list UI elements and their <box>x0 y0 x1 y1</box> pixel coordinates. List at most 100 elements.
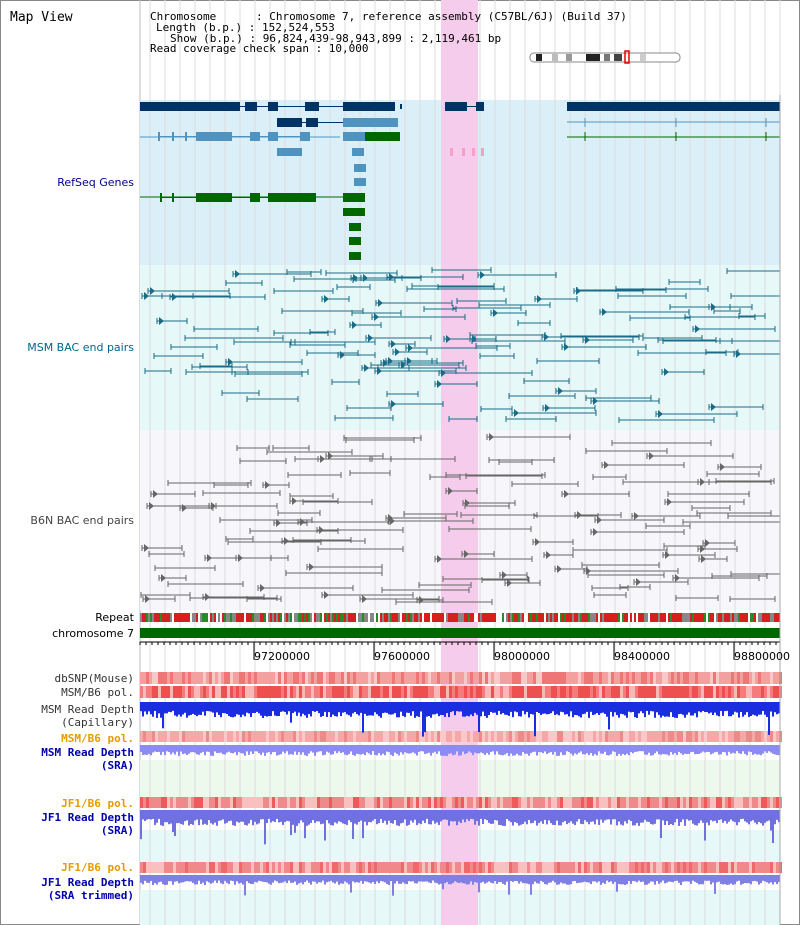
repeat-mark <box>642 613 644 622</box>
jf1-pol2-heat <box>437 862 440 873</box>
track-label-jf1-depth-trimmed[interactable]: JF1 Read Depth <box>41 876 134 889</box>
msm-pol2-heat <box>440 731 443 742</box>
repeat-mark <box>170 613 172 622</box>
msm-pol-heat <box>401 686 404 698</box>
msm-bac-pair-arrow <box>391 340 396 348</box>
msm-pol2-heat <box>617 731 620 742</box>
b6n-bac-pair-arrow <box>465 499 470 507</box>
track-label-dbsnp[interactable]: dbSNP(Mouse) <box>54 672 134 685</box>
track-label-refseq[interactable]: RefSeq Genes <box>57 176 134 189</box>
msm-pol-heat <box>515 686 518 698</box>
jf1-pol-heat <box>677 797 680 808</box>
msm-pol-heat <box>170 686 173 698</box>
jf1-depth-trimmed <box>672 875 674 883</box>
repeat-mark <box>748 613 750 622</box>
repeat-mark <box>374 613 376 622</box>
track-label-msm-b6-pol-2[interactable]: MSM/B6 pol. <box>61 732 134 745</box>
repeat-mark <box>142 613 144 622</box>
repeat-mark <box>484 613 486 622</box>
jf1-depth-sra <box>606 810 608 820</box>
jf1-pol2-heat <box>641 862 644 873</box>
repeat-mark <box>188 613 190 622</box>
jf1-depth-trimmed <box>400 875 402 884</box>
jf1-pol-heat <box>707 797 710 808</box>
repeat-mark <box>318 613 320 622</box>
msm-depth-capillary <box>582 702 584 715</box>
track-label-msm-depth-capillary[interactable]: MSM Read Depth <box>41 703 134 716</box>
msm-pol-heat <box>527 686 530 698</box>
track-label-jf1-pol[interactable]: JF1/B6 pol. <box>61 797 134 810</box>
jf1-depth-sra <box>466 810 468 820</box>
track-label-b6n-bac[interactable]: B6N BAC end pairs <box>30 514 134 527</box>
track-label-msm-depth-sra[interactable]: MSM Read Depth <box>41 746 134 759</box>
msm-pol-heat <box>767 686 770 698</box>
msm-pol2-heat <box>161 731 164 742</box>
msm-pol2-heat <box>764 731 767 742</box>
dbsnp-heat <box>176 672 179 684</box>
repeat-mark <box>206 613 208 622</box>
msm-depth-capillary <box>668 702 670 717</box>
jf1-depth-sra <box>330 810 332 826</box>
jf1-depth-trimmed <box>728 875 730 885</box>
jf1-pol2-heat <box>302 862 305 873</box>
msm-depth-sra <box>402 745 404 755</box>
dbsnp-heat <box>497 672 500 684</box>
dbsnp-heat <box>221 672 224 684</box>
msm-depth-sra <box>662 745 664 755</box>
track-label-jf1-depth-sra[interactable]: JF1 Read Depth <box>41 811 134 824</box>
dbsnp-heat <box>194 672 197 684</box>
jf1-pol-heat <box>188 797 191 808</box>
dbsnp-heat <box>488 672 491 684</box>
jf1-pol-heat <box>464 797 467 808</box>
jf1-pol-heat <box>599 797 602 808</box>
jf1-pol-heat <box>218 797 221 808</box>
jf1-depth-sra <box>698 810 700 824</box>
msm-bac-pair-arrow <box>545 404 550 412</box>
jf1-pol-heat <box>371 797 374 808</box>
jf1-depth-sra <box>542 810 544 824</box>
msm-depth-sra <box>564 745 566 755</box>
msm-depth-capillary <box>656 702 658 713</box>
jf1-pol2-heat <box>707 862 710 873</box>
track-label-repeat[interactable]: Repeat <box>95 611 134 624</box>
track-label-jf1-pol-2[interactable]: JF1/B6 pol. <box>61 861 134 874</box>
jf1-depth-sra <box>764 810 766 823</box>
track-label-msm-bac[interactable]: MSM BAC end pairs <box>27 341 134 354</box>
msm-depth-sra <box>166 745 168 752</box>
jf1-depth-sra <box>728 810 730 822</box>
jf1-pol2-heat <box>533 862 536 873</box>
repeat-mark <box>274 613 276 622</box>
msm-pol-heat <box>242 686 245 698</box>
jf1-pol2-heat <box>683 862 686 873</box>
msm-depth-capillary <box>338 702 340 713</box>
track-label-msm-b6-pol[interactable]: MSM/B6 pol. <box>61 686 134 699</box>
msm-depth-sra <box>464 745 466 755</box>
dbsnp-heat <box>728 672 731 684</box>
b6n-bac-pair-arrow <box>448 487 453 495</box>
dbsnp-heat <box>383 672 386 684</box>
msm-pol2-heat <box>524 731 527 742</box>
jf1-depth-sra <box>310 810 312 823</box>
jf1-pol-heat <box>500 797 503 808</box>
msm-pol-heat <box>599 686 602 698</box>
jf1-depth-trimmed <box>344 875 346 882</box>
jf1-depth-sra <box>718 810 720 821</box>
msm-pol-heat <box>359 686 362 698</box>
jf1-depth-sra <box>518 810 520 826</box>
msm-pol-heat <box>503 686 506 698</box>
msm-pol2-heat <box>287 731 290 742</box>
jf1-pol-heat <box>167 797 170 808</box>
dbsnp-heat <box>332 672 335 684</box>
repeat-mark <box>516 613 518 622</box>
jf1-depth-sra <box>762 810 764 826</box>
jf1-depth-trimmed <box>154 875 156 884</box>
jf1-depth-trimmed <box>616 875 618 892</box>
jf1-depth-trimmed <box>464 875 466 884</box>
jf1-depth-sra <box>584 810 586 821</box>
jf1-pol2-heat <box>626 862 629 873</box>
msm-depth-sra <box>434 745 436 752</box>
jf1-pol2-heat <box>245 862 248 873</box>
jf1-pol-heat <box>170 797 173 808</box>
jf1-depth-sra <box>396 810 398 826</box>
